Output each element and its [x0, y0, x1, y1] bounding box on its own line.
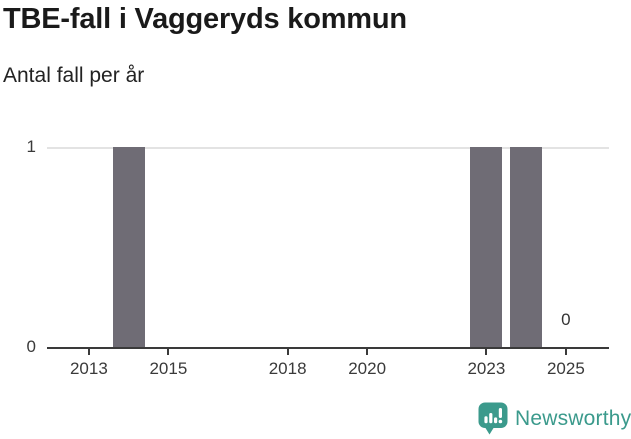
x-tick-2023 — [485, 349, 488, 355]
bar-2023 — [470, 147, 503, 347]
x-tick-2020 — [366, 349, 369, 355]
x-tick-label-2018: 2018 — [268, 359, 307, 378]
bar-2014 — [112, 147, 145, 347]
x-tick-label-2023: 2023 — [467, 359, 506, 378]
newsworthy-logo-icon — [478, 402, 508, 435]
x-tick-label-2015: 2015 — [149, 359, 188, 378]
x-tick-label-2020: 2020 — [348, 359, 387, 378]
brand-name: Newsworthy — [515, 406, 631, 430]
y-tick-label-0: 0 — [26, 337, 36, 356]
y-tick-label-1: 1 — [26, 137, 36, 156]
value-label-2025: 0 — [561, 310, 571, 329]
brand-footer: Newsworthy — [478, 402, 631, 435]
plot-area — [47, 147, 609, 349]
x-tick-2013 — [87, 349, 90, 355]
x-tick-label-2025: 2025 — [546, 359, 585, 378]
gridline-y1 — [47, 147, 609, 149]
x-tick-label-2013: 2013 — [69, 359, 108, 378]
x-tick-2018 — [286, 349, 289, 355]
bar-2024 — [510, 147, 543, 347]
x-tick-2025 — [564, 349, 567, 355]
chart-subtitle: Antal fall per år — [3, 64, 145, 87]
chart-title: TBE-fall i Vaggeryds kommun — [3, 3, 407, 35]
x-tick-2015 — [167, 349, 170, 355]
